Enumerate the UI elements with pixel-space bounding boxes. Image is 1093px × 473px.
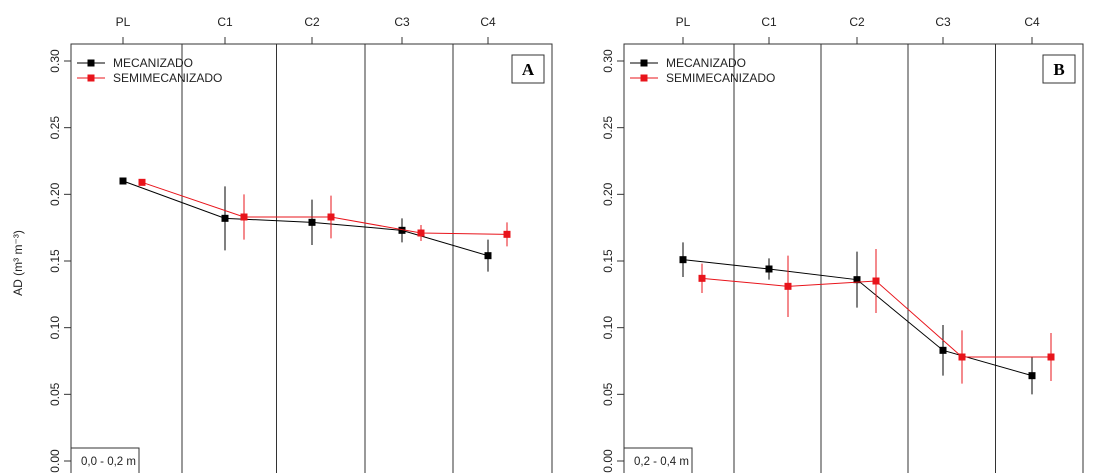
y-tick-label: 0.10 (601, 316, 615, 340)
data-point (872, 277, 880, 285)
panel-label: A (522, 60, 535, 79)
plot-frame (623, 43, 1084, 473)
y-tick-label: 0.10 (48, 316, 62, 340)
x-tick-label: C3 (935, 15, 951, 29)
chart-panel-b: PL C1 C2 C3 C4 0.00 0.05 0.10 0.15 0.20 0.25 0.30 ME… (601, 15, 1084, 473)
data-point (1028, 372, 1036, 380)
depth-label-box (623, 447, 693, 473)
y-tick-label: 0.25 (601, 116, 615, 140)
y-tick-label: 0.25 (48, 116, 62, 140)
data-point (240, 213, 248, 221)
y-axis-label: AD (m³ m⁻³) (11, 230, 25, 296)
legend-marker (87, 59, 95, 67)
x-tick-label: C2 (849, 15, 865, 29)
data-point (308, 218, 316, 226)
x-tick-label: C3 (394, 15, 410, 29)
y-tick-label: 0.20 (601, 182, 615, 206)
x-tick-label: C1 (761, 15, 777, 29)
data-point (221, 214, 229, 222)
data-point (417, 229, 425, 237)
y-tick-label: 0.05 (601, 382, 615, 406)
y-tick-label: 0.00 (48, 449, 62, 473)
x-tick-label: C1 (217, 15, 233, 29)
y-tick-label: 0.20 (48, 182, 62, 206)
panel-label: B (1053, 60, 1064, 79)
legend-marker (640, 59, 648, 67)
data-point (853, 276, 861, 284)
x-tick-label: C4 (480, 15, 496, 29)
series-line-mecanizado (122, 180, 489, 257)
x-tick-label: PL (116, 15, 131, 29)
data-point (784, 282, 792, 290)
panel-label-box (1042, 54, 1076, 84)
y-tick-label: 0.30 (601, 49, 615, 73)
x-tick-label: C4 (1024, 15, 1040, 29)
data-point (484, 252, 492, 260)
chart-panel-a: PL C1 C2 C3 C4 0.00 0.05 0.10 0.15 0.20 0.25 0.30 AD… (11, 15, 553, 473)
data-point (503, 230, 511, 238)
panel-label-box (511, 54, 545, 84)
legend-label: SEMIMECANIZADO (113, 71, 222, 85)
y-tick-label: 0.00 (601, 449, 615, 473)
data-point (765, 265, 773, 273)
depth-label-box (70, 447, 140, 473)
x-tick-label: C2 (304, 15, 320, 29)
data-point (939, 346, 947, 354)
legend-marker (87, 74, 95, 82)
depth-label: 0,0 - 0,2 m (81, 456, 136, 468)
data-point (958, 353, 966, 361)
data-point (698, 274, 706, 282)
data-point (1047, 353, 1055, 361)
x-tick-label: PL (676, 15, 691, 29)
data-point (138, 178, 146, 186)
depth-label: 0,2 - 0,4 m (634, 456, 689, 468)
legend-label: MECANIZADO (113, 56, 193, 70)
legend-marker (640, 74, 648, 82)
data-point (398, 226, 406, 234)
y-tick-label: 0.15 (601, 249, 615, 273)
legend-label: MECANIZADO (666, 56, 746, 70)
legend-label: SEMIMECANIZADO (666, 71, 775, 85)
plot-frame (70, 43, 553, 473)
y-tick-label: 0.05 (48, 382, 62, 406)
y-tick-label: 0.15 (48, 249, 62, 273)
data-point (119, 177, 127, 185)
data-point (679, 256, 687, 264)
data-point (327, 213, 335, 221)
y-tick-label: 0.30 (48, 49, 62, 73)
